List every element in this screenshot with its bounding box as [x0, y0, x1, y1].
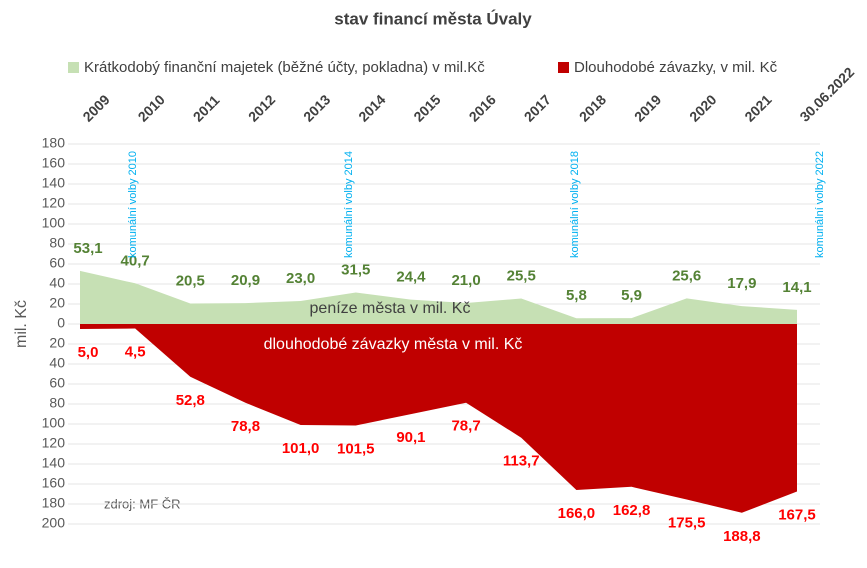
y-tick-label: 100: [42, 215, 66, 231]
x-tick-label: 2015: [410, 91, 443, 124]
y-tick-label: 40: [49, 275, 65, 291]
x-tick-label: 30.06.2022: [796, 64, 857, 125]
x-tick-label: 2017: [521, 91, 554, 124]
x-tick-label: 2013: [300, 91, 333, 124]
data-label: 17,9: [727, 275, 756, 292]
legend-label: Dlouhodobé závazky, v mil. Kč: [574, 59, 778, 76]
data-label: 4,5: [125, 343, 146, 360]
y-tick-label: 100: [42, 415, 66, 431]
y-tick-label: 80: [49, 395, 65, 411]
y-tick-label: 120: [42, 435, 66, 451]
data-label: 78,7: [451, 418, 480, 435]
y-tick-label: 60: [49, 375, 65, 391]
data-label: 101,0: [282, 440, 320, 457]
annotation: komunální volby 2018: [569, 151, 581, 258]
legend-label: Krátkodobý finanční majetek (běžné účty,…: [84, 59, 485, 76]
legend-swatch: [68, 62, 79, 73]
area: [80, 324, 797, 513]
y-tick-label: 140: [42, 455, 66, 471]
area-label: peníze města v mil. Kč: [310, 300, 471, 317]
x-tick-label: 2020: [686, 91, 719, 124]
annotation: komunální volby 2010: [127, 151, 139, 258]
y-tick-label: 180: [42, 495, 66, 511]
y-tick-label: 20: [49, 335, 65, 351]
y-tick-label: 0: [57, 315, 65, 331]
x-tick-label: 2010: [135, 91, 168, 124]
x-tick-label: 2018: [576, 91, 609, 124]
y-tick-label: 80: [49, 235, 65, 251]
area-label: dlouhodobé závazky města v mil. Kč: [264, 336, 523, 353]
data-label: 188,8: [723, 528, 761, 545]
data-label: 5,0: [78, 344, 99, 361]
data-label: 24,4: [396, 269, 426, 286]
data-label: 5,9: [621, 287, 642, 304]
data-label: 25,6: [672, 267, 701, 284]
data-label: 162,8: [613, 502, 651, 519]
x-tick-label: 2011: [190, 92, 223, 125]
data-label: 14,1: [782, 279, 811, 296]
x-tick-label: 2014: [355, 91, 388, 124]
data-label: 78,8: [231, 418, 260, 435]
annotation: komunální volby 2022: [814, 151, 826, 258]
x-tick-label: 2016: [466, 91, 499, 124]
x-tick-label: 2021: [741, 91, 774, 124]
y-tick-label: 180: [42, 135, 66, 151]
data-label: 23,0: [286, 270, 315, 287]
data-label: 90,1: [396, 429, 425, 446]
y-axis-label: mil. Kč: [13, 300, 30, 348]
data-label: 175,5: [668, 514, 706, 531]
data-label: 20,9: [231, 272, 260, 289]
data-label: 167,5: [778, 506, 816, 523]
data-label: 52,8: [176, 392, 205, 409]
y-tick-label: 160: [42, 475, 66, 491]
data-label: 40,7: [121, 252, 150, 269]
data-label: 53,1: [73, 240, 102, 257]
chart-title: stav financí města Úvaly: [334, 9, 532, 28]
y-tick-label: 60: [49, 255, 65, 271]
y-tick-label: 40: [49, 355, 65, 371]
data-label: 5,8: [566, 287, 587, 304]
x-tick-label: 2009: [79, 91, 112, 124]
y-tick-label: 120: [42, 195, 66, 211]
data-label: 113,7: [503, 453, 540, 470]
y-tick-label: 160: [42, 155, 66, 171]
data-label: 31,5: [341, 261, 370, 278]
area: [80, 270, 797, 324]
legend-swatch: [558, 62, 569, 73]
x-tick-label: 2012: [245, 91, 278, 124]
y-tick-label: 200: [42, 515, 66, 531]
annotation: komunální volby 2014: [343, 151, 355, 258]
data-label: 166,0: [558, 505, 596, 522]
data-label: 21,0: [451, 272, 480, 289]
data-label: 20,5: [176, 272, 205, 289]
y-tick-label: 20: [49, 295, 65, 311]
x-tick-label: 2019: [631, 91, 664, 124]
y-tick-label: 140: [42, 175, 66, 191]
data-label: 25,5: [507, 267, 536, 284]
data-label: 101,5: [337, 440, 375, 457]
